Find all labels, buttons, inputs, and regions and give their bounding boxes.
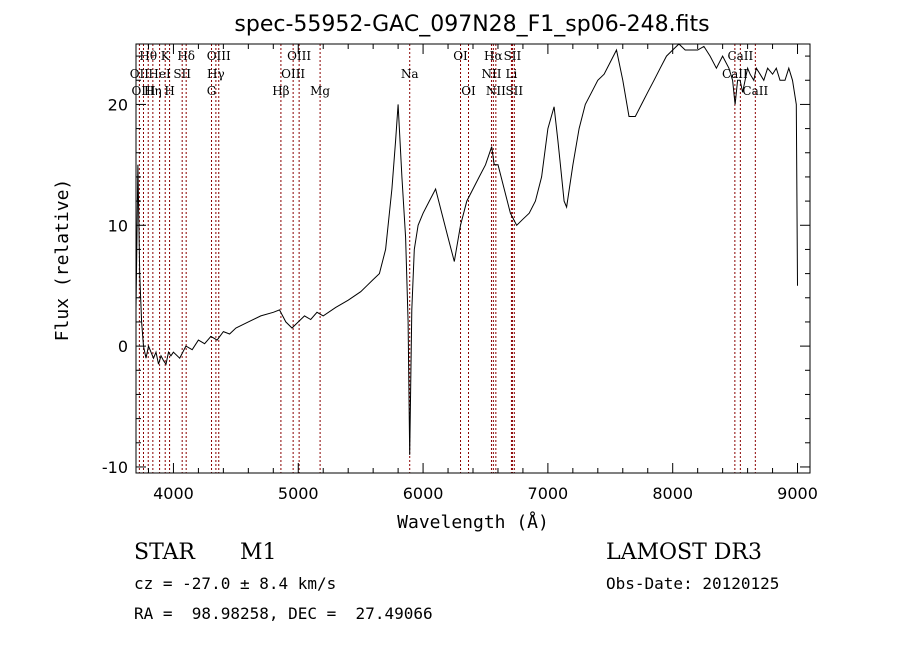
x-axis-ticks: 4000 5000 6000 7000 8000 9000 xyxy=(147,44,818,503)
y-tick-label: 0 xyxy=(118,337,128,356)
spectral-line-label: CaII xyxy=(722,67,748,81)
spectral-line-label: OI xyxy=(461,84,476,98)
chart-title: spec-55952-GAC_097N28_F1_sp06-248.fits xyxy=(234,12,709,37)
spectral-line-label: SII xyxy=(504,49,522,63)
spectral-line-label: Hα xyxy=(484,49,503,63)
spectral-line-label: Hγ xyxy=(207,67,225,81)
spectral-line-label: OI xyxy=(453,49,468,63)
spectral-line-label: OII xyxy=(130,67,150,81)
spectral-line-label: NII xyxy=(481,67,501,81)
x-tick-label: 5000 xyxy=(278,484,319,503)
spectral-line-label: Hβ xyxy=(272,84,289,98)
spectral-line-label: Hη xyxy=(144,84,162,98)
plot-frame xyxy=(135,43,811,474)
spectral-line-label: NII xyxy=(486,84,506,98)
spectral-line-label: SII xyxy=(505,84,523,98)
spectral-line-label: OIII xyxy=(281,67,305,81)
spectrum-line xyxy=(135,43,798,455)
spectral-line-label: Hθ xyxy=(139,49,157,63)
y-axis-ticks: -10 0 10 20 xyxy=(102,55,810,477)
spectral-line-label: Mg xyxy=(310,84,330,98)
spectral-line-label: CaII xyxy=(742,84,768,98)
object-type: STAR xyxy=(134,540,195,565)
y-tick-label: 10 xyxy=(108,216,128,235)
x-tick-label: 4000 xyxy=(153,484,194,503)
x-tick-label: 7000 xyxy=(528,484,569,503)
spectral-line-label: Li xyxy=(506,67,518,81)
y-axis-label: Flux (relative) xyxy=(52,179,73,342)
spectral-line-label: SII xyxy=(173,67,191,81)
spectral-line-label: OIII xyxy=(287,49,311,63)
obs-date: Obs-Date: 20120125 xyxy=(606,574,780,593)
spectral-line-label: CaII xyxy=(727,49,753,63)
spectral-line-label: Hδ xyxy=(177,49,195,63)
survey-name: LAMOST DR3 xyxy=(606,540,762,565)
spectral-line-label: K xyxy=(161,49,171,63)
spectral-line-label: Na xyxy=(401,67,419,81)
spectral-line-label: G xyxy=(207,84,217,98)
spectral-line-label: HeI xyxy=(148,67,171,81)
y-tick-label: -10 xyxy=(102,458,128,477)
coordinates: RA = 98.98258, DEC = 27.49066 xyxy=(134,604,433,623)
y-tick-label: 20 xyxy=(108,95,128,114)
object-subclass: M1 xyxy=(240,540,277,565)
x-tick-label: 8000 xyxy=(652,484,693,503)
x-tick-label: 6000 xyxy=(403,484,444,503)
x-tick-label: 9000 xyxy=(777,484,818,503)
redshift-text: cz = -27.0 ± 8.4 km/s xyxy=(134,574,337,593)
spectral-line-label: OIII xyxy=(131,84,155,98)
spectral-line-markers xyxy=(138,44,756,473)
spectral-line-label: H xyxy=(164,84,174,98)
spectral-line-label: OIII xyxy=(207,49,231,63)
x-axis-label: Wavelength (Å) xyxy=(397,511,549,533)
